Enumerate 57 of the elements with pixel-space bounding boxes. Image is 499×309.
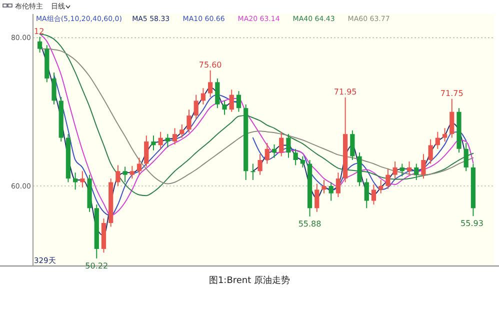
candlestick [208, 70, 213, 98]
candlestick [165, 134, 170, 148]
candlestick [386, 168, 390, 190]
candlestick [200, 88, 206, 105]
candlestick [222, 100, 227, 116]
candlestick [52, 72, 56, 105]
candlestick [236, 90, 242, 112]
candlestick [300, 156, 305, 168]
candlestick [122, 166, 128, 183]
candlestick [428, 138, 433, 164]
candlestick [464, 142, 468, 172]
annotation: 75.60 [198, 60, 222, 70]
candlestick [215, 78, 220, 109]
annotation: 71.75 [440, 88, 464, 98]
annotation: 50.22 [85, 261, 108, 270]
candlestick [116, 164, 120, 186]
candlestick [450, 98, 454, 138]
candlestick [392, 160, 398, 180]
candlestick [272, 144, 277, 158]
candlestick [364, 178, 369, 209]
annotation: 12 [34, 26, 44, 36]
candlestick [421, 154, 426, 180]
annotation: 71.95 [334, 87, 357, 96]
candlestick [80, 170, 85, 188]
candlestick [130, 165, 134, 180]
candlestick [414, 163, 419, 181]
candlestick [314, 183, 320, 212]
candlestick [279, 131, 284, 157]
candlestick [350, 130, 355, 161]
candlestick [144, 135, 149, 168]
candlestick [258, 154, 262, 176]
annotation: 55.88 [298, 219, 322, 228]
candlestick [180, 124, 184, 138]
candlestick [37, 36, 42, 54]
candlestick [400, 163, 404, 177]
candlestick [406, 160, 412, 176]
candlestick [336, 172, 341, 198]
candlestick [250, 163, 256, 181]
candlestick [158, 131, 163, 150]
candlestick [264, 142, 270, 164]
candlestick [435, 131, 440, 150]
candlestick [172, 128, 178, 145]
candlestick [293, 148, 298, 166]
candlestick [136, 157, 142, 176]
candlestick [371, 184, 376, 205]
candlestick [186, 109, 192, 134]
candlestick [194, 94, 198, 120]
text: 图1:Brent 原油走势 [208, 275, 290, 286]
candlestick [328, 182, 334, 202]
candlestick [378, 180, 384, 194]
annotation: 55.93 [460, 219, 484, 228]
candlestick [322, 180, 326, 194]
candlestick [151, 135, 156, 151]
candlestick [73, 172, 78, 190]
candlestick [442, 128, 448, 142]
candlestick [286, 134, 291, 158]
candlestick [229, 89, 234, 112]
